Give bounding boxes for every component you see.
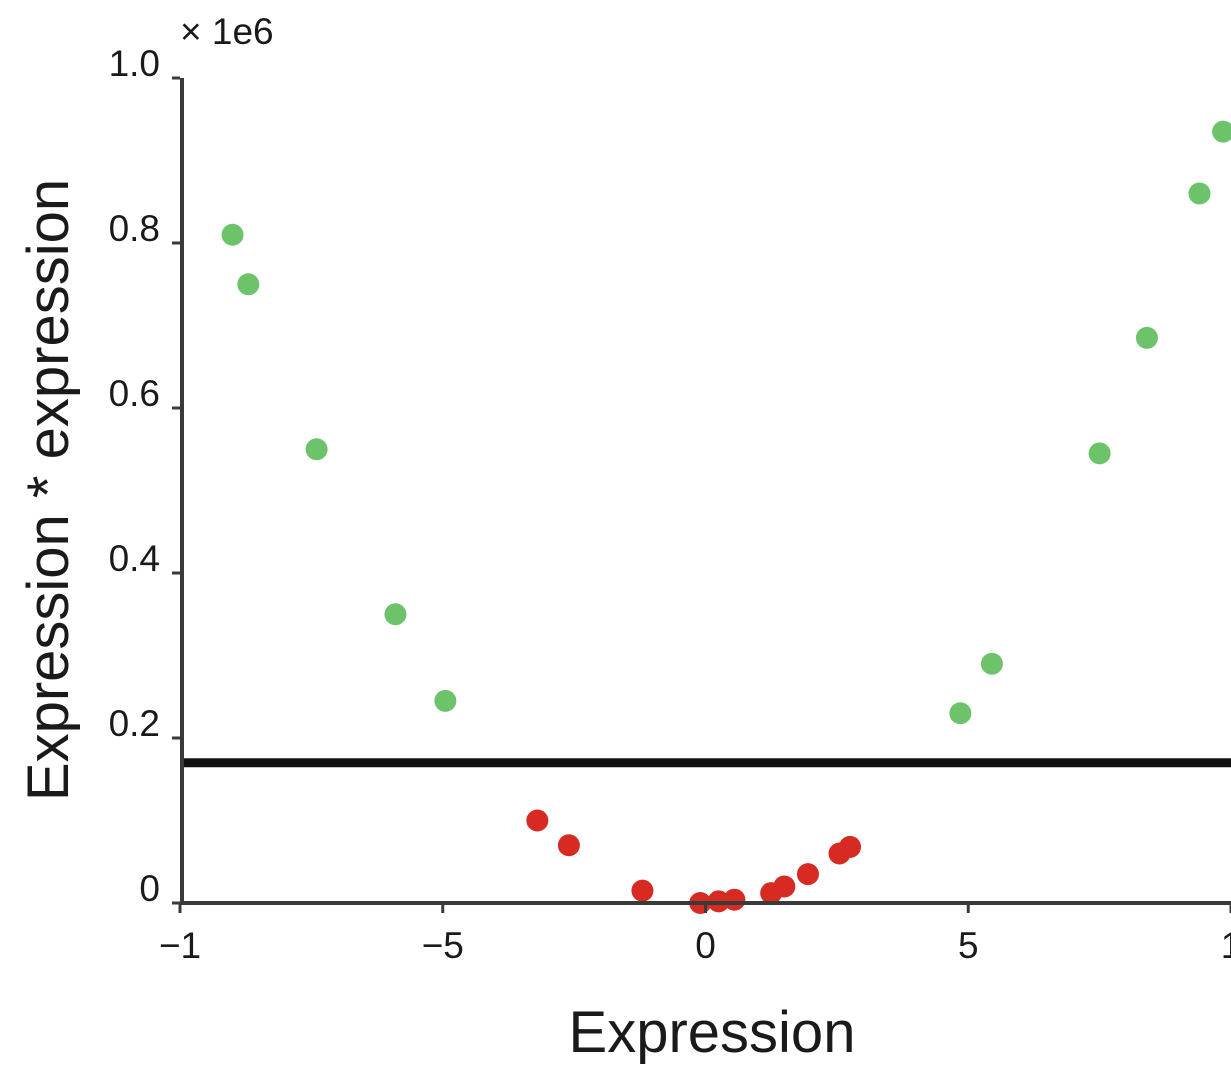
x-tick-label: 0 — [695, 925, 716, 966]
y-tick-label: 0.6 — [109, 373, 160, 414]
data-point — [221, 223, 244, 246]
data-point — [1188, 182, 1211, 205]
x-tick-label: 5 — [958, 925, 979, 966]
data-point — [723, 888, 746, 911]
x-axis-title: Expression — [569, 1000, 856, 1065]
y-axis-title: Expression * expression — [16, 179, 81, 801]
data-point — [305, 438, 328, 461]
data-point — [839, 835, 862, 858]
y-tick-label: 0.8 — [109, 208, 160, 249]
data-point — [237, 273, 260, 296]
data-point — [384, 603, 407, 626]
data-point — [1135, 326, 1158, 349]
data-point — [631, 879, 654, 902]
data-point — [773, 875, 796, 898]
data-point — [1088, 442, 1111, 465]
data-point — [949, 702, 972, 725]
data-point — [557, 834, 580, 857]
data-point — [980, 652, 1003, 675]
x-tick-label: 1 — [1221, 925, 1231, 966]
y-multiplier-label: × 1e6 — [180, 11, 274, 52]
data-point — [434, 689, 457, 712]
data-point — [526, 809, 549, 832]
data-point — [1212, 120, 1231, 143]
y-tick-label: 0.2 — [109, 703, 160, 744]
y-tick-label: 0.4 — [109, 538, 160, 579]
y-tick-label: 0 — [139, 868, 160, 909]
x-tick-label: −5 — [422, 925, 464, 966]
y-tick-label: 1.0 — [109, 43, 160, 84]
x-tick-label: −1 — [159, 925, 201, 966]
data-point — [796, 863, 819, 886]
